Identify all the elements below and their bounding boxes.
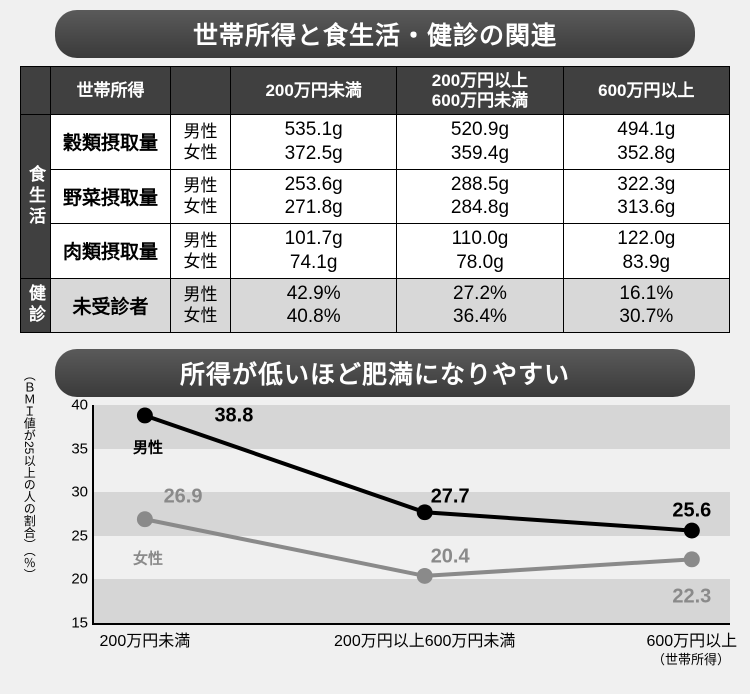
data-label: 27.7: [431, 485, 470, 508]
income-diet-table: 世帯所得 200万円未満 200万円以上 600万円未満 600万円以上 食生活…: [20, 66, 730, 333]
hdr-col-200-600: 200万円以上 600万円未満: [397, 67, 563, 115]
y-tick: 15: [71, 615, 94, 632]
cell: 101.7g74.1g: [231, 224, 397, 279]
gender-cell: 男性 女性: [171, 115, 231, 170]
cell: 322.3g313.6g: [563, 169, 729, 224]
x-tick: 200万円未満: [100, 623, 191, 651]
row-label: 野菜摂取量: [51, 169, 171, 224]
section1-title: 世帯所得と食生活・健診の関連: [55, 10, 695, 58]
y-tick: 20: [71, 571, 94, 588]
gender-m: 男性: [171, 121, 230, 142]
cell: 494.1g352.8g: [563, 115, 729, 170]
table-row: 肉類摂取量 男性女性 101.7g74.1g 110.0g78.0g 122.0…: [21, 224, 730, 279]
series-marker: [137, 511, 153, 527]
table-row: 健診 未受診者 男性女性 42.9%40.8% 27.2%36.4% 16.1%…: [21, 278, 730, 333]
cell: 520.9g359.4g: [397, 115, 563, 170]
series-label: 女性: [133, 547, 163, 568]
y-tick: 35: [71, 440, 94, 457]
vcat-diet: 食生活: [21, 115, 51, 279]
chart-section: 所得が低いほど肥満になりやすい （ＢＭＩ値が25以上の人の割合）（％） 1520…: [20, 349, 730, 625]
row-label: 穀類摂取量: [51, 115, 171, 170]
data-label: 25.6: [672, 500, 711, 523]
gender-cell: 男性女性: [171, 278, 231, 333]
row-label: 肉類摂取量: [51, 224, 171, 279]
cell: 16.1%30.7%: [563, 278, 729, 333]
y-tick: 30: [71, 484, 94, 501]
hdr-blank2: [171, 67, 231, 115]
data-label: 26.9: [164, 485, 203, 508]
x-tick: 200万円以上600万円未満: [334, 623, 515, 651]
cell: 253.6g271.8g: [231, 169, 397, 224]
hdr-blank: [21, 67, 51, 115]
gender-cell: 男性女性: [171, 224, 231, 279]
series-marker: [684, 552, 700, 568]
hdr-col-lt200: 200万円未満: [231, 67, 397, 115]
cell: 288.5g284.8g: [397, 169, 563, 224]
cell: 535.1g372.5g: [231, 115, 397, 170]
series-label: 男性: [133, 436, 163, 457]
series-marker: [137, 408, 153, 424]
cell: 42.9%40.8%: [231, 278, 397, 333]
y-axis-label: （ＢＭＩ値が25以上の人の割合）（％）: [22, 369, 35, 580]
data-label: 22.3: [672, 585, 711, 608]
x-axis-caption: （世帯所得）: [652, 649, 730, 668]
hdr-col-gt600: 600万円以上: [563, 67, 729, 115]
cell: 27.2%36.4%: [397, 278, 563, 333]
series-line: [145, 519, 692, 576]
vcat-checkup: 健診: [21, 278, 51, 333]
chart-svg: [94, 405, 730, 623]
table-header-row: 世帯所得 200万円未満 200万円以上 600万円未満 600万円以上: [21, 67, 730, 115]
series-marker: [684, 523, 700, 539]
section2-title: 所得が低いほど肥満になりやすい: [55, 349, 695, 397]
chart-box: 152025303540200万円未満200万円以上600万円未満600万円以上…: [58, 405, 730, 625]
plot-area: 152025303540200万円未満200万円以上600万円未満600万円以上…: [92, 405, 730, 625]
x-tick: 600万円以上: [646, 623, 737, 651]
data-label: 20.4: [431, 545, 470, 568]
table-row: 食生活 穀類摂取量 男性 女性 535.1g372.5g 520.9g359.4…: [21, 115, 730, 170]
row-label: 未受診者: [51, 278, 171, 333]
cell: 110.0g78.0g: [397, 224, 563, 279]
gender-cell: 男性女性: [171, 169, 231, 224]
cell: 122.0g83.9g: [563, 224, 729, 279]
data-label: 38.8: [214, 404, 253, 427]
table-row: 野菜摂取量 男性女性 253.6g271.8g 288.5g284.8g 322…: [21, 169, 730, 224]
gender-f: 女性: [171, 142, 230, 163]
y-tick: 25: [71, 527, 94, 544]
hdr-income: 世帯所得: [51, 67, 171, 115]
y-tick: 40: [71, 397, 94, 414]
series-marker: [417, 568, 433, 584]
